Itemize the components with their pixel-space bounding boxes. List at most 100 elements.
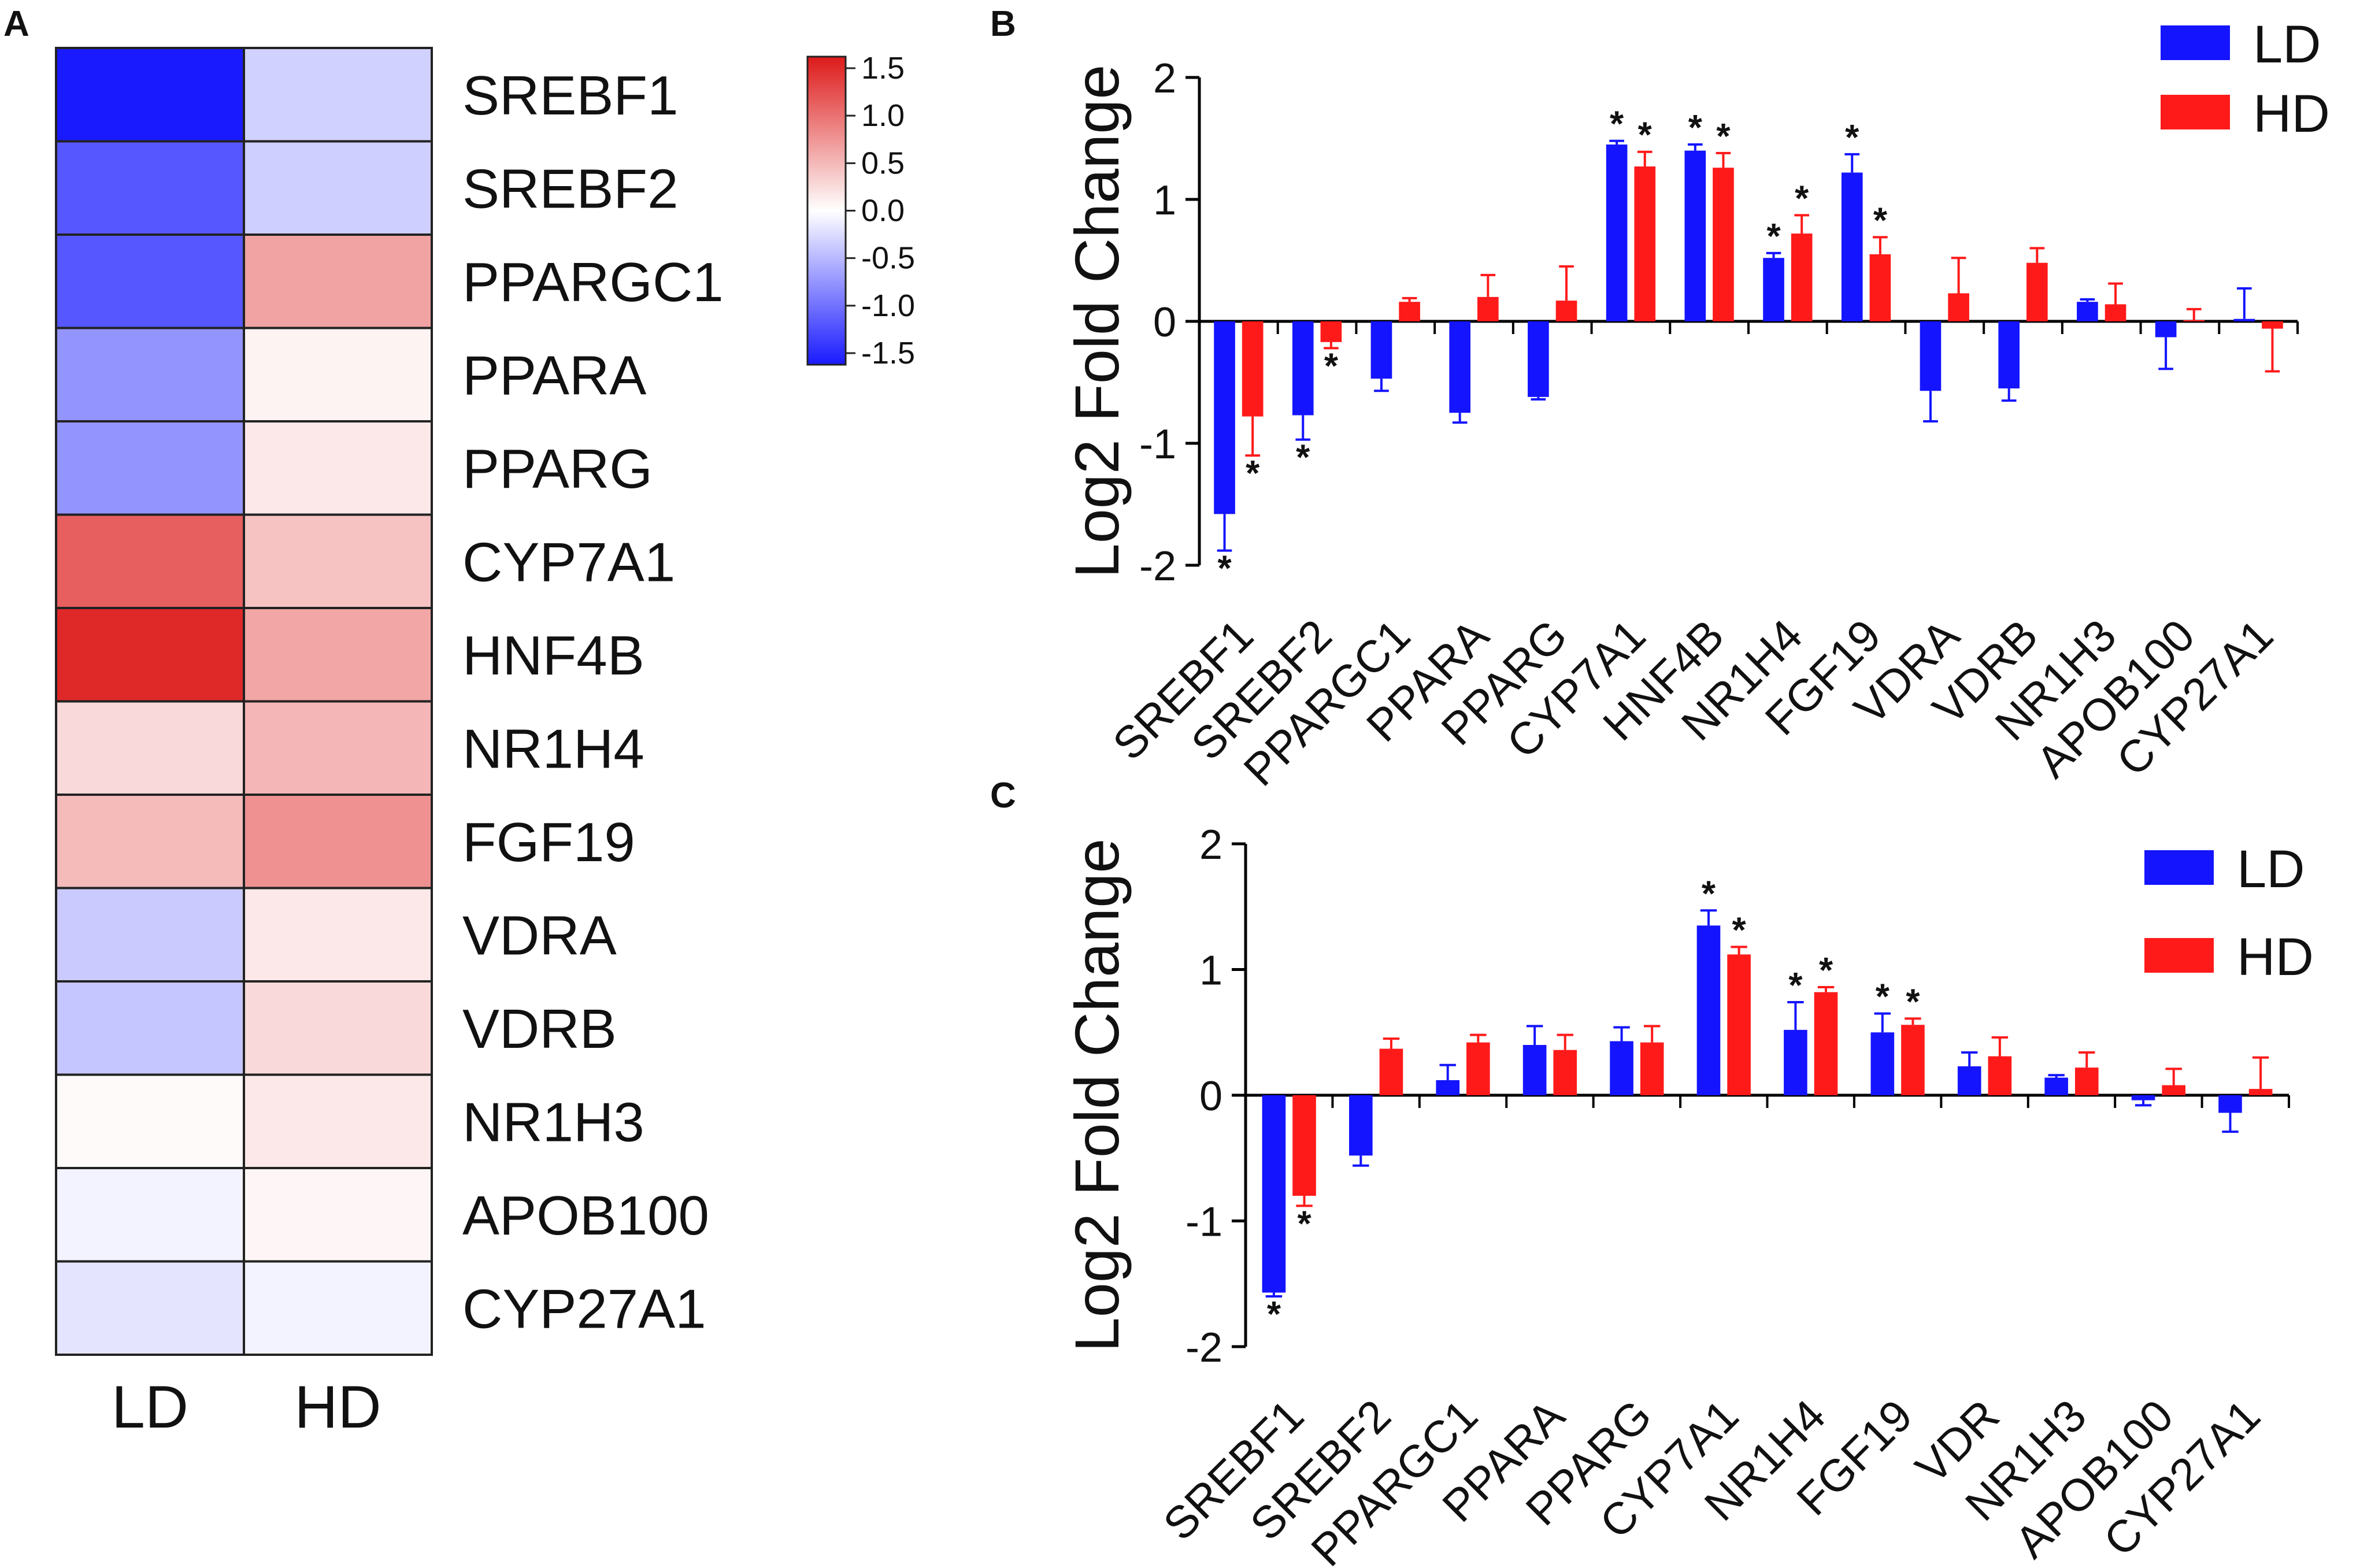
bar-ld-hnf4b <box>1684 150 1706 321</box>
heatmap-cell-ppara-hd <box>243 327 433 422</box>
heatmap-cell-vdrb-hd <box>243 980 433 1076</box>
significance-marker: * <box>1766 217 1781 257</box>
heatmap-cell-cyp7a1-ld <box>55 513 245 609</box>
y-tick-label: -2 <box>1185 1325 1222 1371</box>
heatmap-row-label: PPARA <box>462 344 646 406</box>
heatmap-row-label: SREBF2 <box>462 158 678 220</box>
bar-hd-nr1h4 <box>1791 233 1813 321</box>
bar-hd-fgf19 <box>1869 254 1891 321</box>
bar-hd-cyp7a1 <box>1727 954 1751 1095</box>
significance-marker: * <box>1788 966 1803 1006</box>
bar-ld-cyp27a1 <box>2233 318 2255 321</box>
heatmap-cell-vdrb-ld <box>55 980 245 1076</box>
bar-hd-fgf19 <box>1901 1025 1925 1095</box>
heatmap-col-label: HD <box>294 1374 381 1441</box>
bar-ld-nr1h3 <box>2077 302 2098 321</box>
bar-ld-vdra <box>1920 321 1942 391</box>
heatmap-cell-nr1h3-ld <box>55 1073 245 1169</box>
heatmap-row-label: CYP7A1 <box>462 531 675 593</box>
heatmap-cell-nr1h4-ld <box>55 700 245 796</box>
bar-ld-vdrb <box>1998 321 2020 389</box>
heatmap-cell-srebf2-ld <box>55 140 245 236</box>
heatmap-row-label: PPARG <box>462 438 653 500</box>
bar-ld-nr1h3 <box>2044 1077 2068 1095</box>
heatmap-cell-ppara-ld <box>55 327 245 422</box>
bar-hd-vdr <box>1988 1056 2012 1095</box>
significance-marker: * <box>1873 201 1888 240</box>
bar-ld-nr1h4 <box>1784 1029 1807 1095</box>
bar-hd-cyp7a1 <box>1634 166 1656 321</box>
colorbar-tick-label: 1.0 <box>861 98 905 133</box>
y-tick-label: -1 <box>1139 421 1176 468</box>
heatmap-row-label: NR1H3 <box>462 1091 644 1153</box>
bar-hd-ppara <box>1553 1050 1577 1095</box>
heatmap-cell-apob100-ld <box>55 1167 245 1263</box>
heatmap-row-label: APOB100 <box>462 1185 709 1247</box>
y-axis-title: Log2 Fold Change <box>1062 839 1132 1352</box>
bar-hd-vdrb <box>2026 262 2048 321</box>
colorbar-tick-label: 0.5 <box>861 146 905 180</box>
legend-swatch-hd <box>2161 95 2230 129</box>
heatmap-cell-srebf1-ld <box>55 47 245 143</box>
heatmap-cell-vdra-ld <box>55 887 245 983</box>
significance-marker: * <box>1267 1295 1281 1335</box>
bar-hd-cyp27a1 <box>2262 321 2283 329</box>
heatmap-cell-cyp27a1-ld <box>55 1260 245 1356</box>
heatmap-row-label: NR1H4 <box>462 718 644 780</box>
bar-hd-ppargc1 <box>1466 1042 1490 1095</box>
legend-label-ld: LD <box>2237 840 2305 899</box>
bar-hd-srebf2 <box>1320 321 1342 342</box>
bar-ld-srebf2 <box>1349 1095 1373 1156</box>
significance-marker: * <box>1324 346 1339 386</box>
bar-ld-ppara <box>1522 1045 1547 1095</box>
significance-marker: * <box>1688 108 1703 148</box>
significance-marker: * <box>1716 117 1731 157</box>
colorbar <box>806 55 847 366</box>
legend-swatch-hd <box>2144 938 2214 973</box>
significance-marker: * <box>1297 1204 1311 1244</box>
bar-hd-apob100 <box>2162 1085 2185 1095</box>
legend-label-hd: HD <box>2237 928 2314 987</box>
bar-ld-fgf19 <box>1870 1032 1895 1095</box>
heatmap-cell-srebf1-hd <box>243 47 433 143</box>
legend-swatch-ld <box>2144 850 2214 885</box>
heatmap-row-label: VDRA <box>462 905 617 966</box>
bar-ld-apob100 <box>2131 1095 2155 1100</box>
heatmap-cell-pparg-hd <box>243 420 433 516</box>
bar-ld-pparg <box>1528 321 1549 397</box>
y-tick-label: 0 <box>1153 299 1176 346</box>
y-tick-label: -1 <box>1185 1199 1222 1245</box>
bar-hd-apob100 <box>2183 320 2205 321</box>
heatmap-row-label: FGF19 <box>462 811 635 873</box>
heatmap-row-label: VDRB <box>462 998 617 1060</box>
heatmap-cell-fgf19-hd <box>243 794 433 889</box>
bar-ld-srebf2 <box>1292 321 1314 416</box>
bar-ld-cyp27a1 <box>2218 1095 2242 1113</box>
bar-ld-vdr <box>1957 1066 1981 1095</box>
heatmap-row-label: PPARGC1 <box>462 251 724 313</box>
heatmap-cell-pparg-ld <box>55 420 245 516</box>
heatmap-row-label: SREBF1 <box>462 65 678 127</box>
heatmap-cell-vdra-hd <box>243 887 433 983</box>
significance-marker: * <box>1246 454 1260 494</box>
bar-hd-hnf4b <box>1713 168 1734 321</box>
legend-label-hd: HD <box>2253 84 2330 143</box>
bar-hd-srebf1 <box>1242 321 1264 417</box>
legend-swatch-ld <box>2161 25 2230 60</box>
heatmap-cell-hnf4b-ld <box>55 607 245 703</box>
heatmap-cell-hnf4b-hd <box>243 607 433 703</box>
bar-ld-nr1h4 <box>1763 258 1784 321</box>
heatmap-cell-ppargc1-ld <box>55 233 245 329</box>
y-tick-label: 2 <box>1153 55 1176 102</box>
colorbar-tick-label: 1.5 <box>861 51 905 86</box>
y-tick-label: 1 <box>1153 177 1176 224</box>
heatmap-cell-cyp27a1-hd <box>243 1260 433 1356</box>
bar-hd-pparg <box>1640 1042 1664 1095</box>
bar-hd-ppara <box>1477 296 1499 321</box>
bar-ld-cyp7a1 <box>1606 144 1628 322</box>
significance-marker: * <box>1819 951 1833 991</box>
bar-ld-fgf19 <box>1841 172 1863 321</box>
significance-marker: * <box>1795 179 1809 218</box>
